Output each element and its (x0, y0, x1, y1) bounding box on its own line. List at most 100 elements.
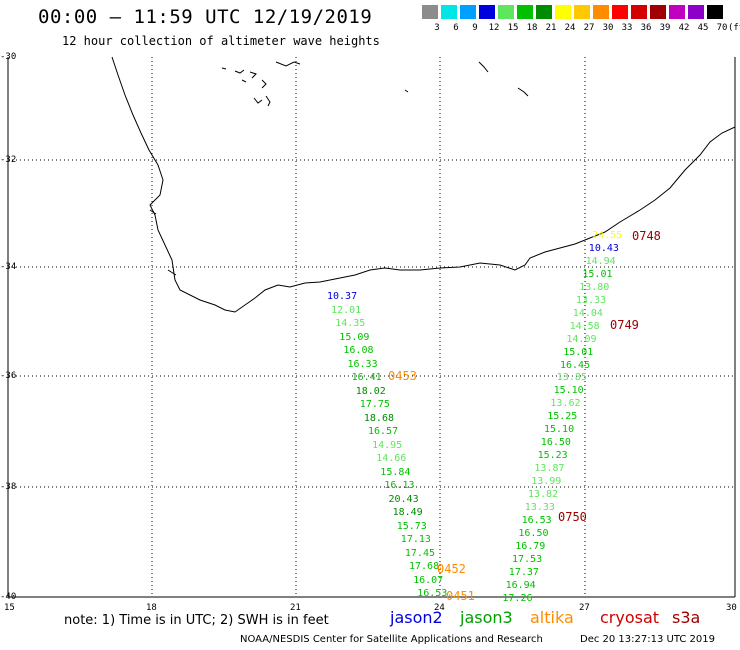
scale-label: 18 (526, 23, 538, 33)
swh-value: 16.07 (413, 574, 444, 586)
scale-swatch (631, 5, 647, 19)
footer-note: note: 1) Time is in UTC; 2) SWH is in fe… (64, 613, 329, 628)
scale-label: 21 (545, 23, 557, 33)
swh-value: 16.08 (343, 345, 374, 356)
scale-swatch (688, 5, 704, 19)
pass-time: 0748 (632, 229, 661, 243)
scale-swatch (536, 5, 552, 19)
map-border (7, 57, 736, 598)
scale-label: 3 (434, 23, 440, 33)
pass-time: 0453 (388, 369, 417, 383)
legend-jason2: jason2 (390, 608, 443, 627)
lat-tick-label: -32 (0, 155, 17, 165)
swh-value: 16.33 (347, 358, 378, 370)
swh-value: 14.35 (335, 318, 366, 329)
swh-value: 16.45 (560, 359, 591, 371)
swh-value: 15.10 (553, 385, 584, 397)
legend-jason3: jason3 (460, 608, 513, 627)
swh-value: 16.53 (521, 514, 552, 526)
scale-unit: (ft) (728, 23, 740, 33)
swh-value: 13.62 (550, 398, 581, 410)
swh-value: 17.37 (508, 566, 539, 578)
legend-s3a: s3a (672, 608, 701, 627)
swh-value: 17.13 (400, 534, 431, 545)
legend-cryosat: cryosat (600, 608, 660, 627)
scale-swatch (574, 5, 590, 19)
coastline (111, 56, 736, 313)
swh-value: 16.53 (417, 588, 448, 599)
lat-tick-label: -38 (0, 482, 17, 492)
scale-label: 12 (488, 23, 500, 33)
pass-time: 0452 (437, 562, 466, 576)
scale-label: 70 (716, 23, 728, 33)
lat-tick-label: -36 (0, 371, 17, 381)
swh-value: 16.79 (515, 540, 546, 552)
scale-label: 33 (621, 23, 633, 33)
scale-swatch (612, 5, 628, 19)
swh-value: 13.33 (524, 501, 555, 513)
swh-value: 13.85 (556, 372, 587, 384)
pass-time: 0750 (558, 510, 587, 524)
swh-value: 24.55 (592, 230, 623, 241)
swh-value: 16.13 (384, 480, 415, 491)
swh-value: 13.80 (579, 281, 610, 293)
swh-value: 14.95 (372, 439, 403, 451)
swh-value: 13.33 (576, 294, 607, 306)
swh-value: 17.45 (404, 547, 435, 559)
swh-value: 18.02 (355, 385, 386, 397)
scale-label: 30 (602, 23, 614, 33)
swh-value: 20.43 (388, 493, 419, 505)
scale-swatch (593, 5, 609, 19)
swh-value: 10.43 (588, 242, 619, 254)
swh-value: 17.26 (502, 592, 533, 604)
scale-label: 36 (640, 23, 652, 33)
swh-value: 13.99 (531, 476, 562, 488)
scale-label: 15 (507, 23, 519, 33)
lat-tick-label: -34 (0, 262, 17, 272)
swh-value: 16.57 (368, 426, 399, 437)
scale-swatch (517, 5, 533, 19)
scale-label: 42 (678, 23, 690, 33)
scale-swatch (460, 5, 476, 19)
scale-label: 6 (453, 23, 459, 33)
credit-line: NOAA/NESDIS Center for Satellite Applica… (240, 634, 543, 645)
swh-value: 15.84 (380, 466, 411, 478)
swh-value: 10.37 (327, 291, 358, 302)
swh-value: 14.04 (572, 307, 603, 319)
swh-value: 16.94 (505, 579, 536, 591)
scale-label: 9 (472, 23, 478, 33)
swh-value: 13.82 (528, 489, 559, 500)
lon-tick-label: 24 (434, 603, 445, 613)
lon-tick-label: 21 (290, 603, 301, 613)
lon-tick-label: 15 (4, 603, 15, 613)
scale-swatch (498, 5, 514, 19)
swh-value: 15.10 (544, 424, 575, 436)
lat-tick-label: -30 (0, 52, 17, 62)
legend-altika: altika (530, 608, 574, 627)
swh-value: 16.41 (351, 372, 382, 383)
swh-value: 14.09 (566, 333, 597, 345)
scale-swatch (707, 5, 723, 19)
lon-tick-label: 30 (726, 603, 737, 613)
swh-value: 16.50 (540, 437, 571, 449)
scale-label: 39 (659, 23, 671, 33)
scale-swatch (669, 5, 685, 19)
swh-value: 18.49 (392, 507, 423, 518)
scale-swatch (479, 5, 495, 19)
pass-time: 0451 (446, 589, 475, 603)
swh-value: 15.25 (547, 411, 578, 423)
scale-swatch (441, 5, 457, 19)
swh-value: 17.68 (409, 561, 440, 572)
pass-time: 0749 (610, 318, 639, 332)
lon-tick-label: 27 (579, 603, 590, 613)
swh-value: 15.01 (582, 268, 613, 280)
lat-tick-label: -40 (0, 592, 17, 602)
islands (149, 61, 529, 276)
swh-value: 15.73 (396, 520, 427, 532)
swh-value: 17.75 (359, 399, 390, 410)
generated-timestamp: Dec 20 13:27:13 UTC 2019 (580, 634, 715, 645)
scale-swatch (650, 5, 666, 19)
swh-value: 18.68 (363, 412, 394, 424)
swh-value: 15.01 (563, 346, 594, 358)
